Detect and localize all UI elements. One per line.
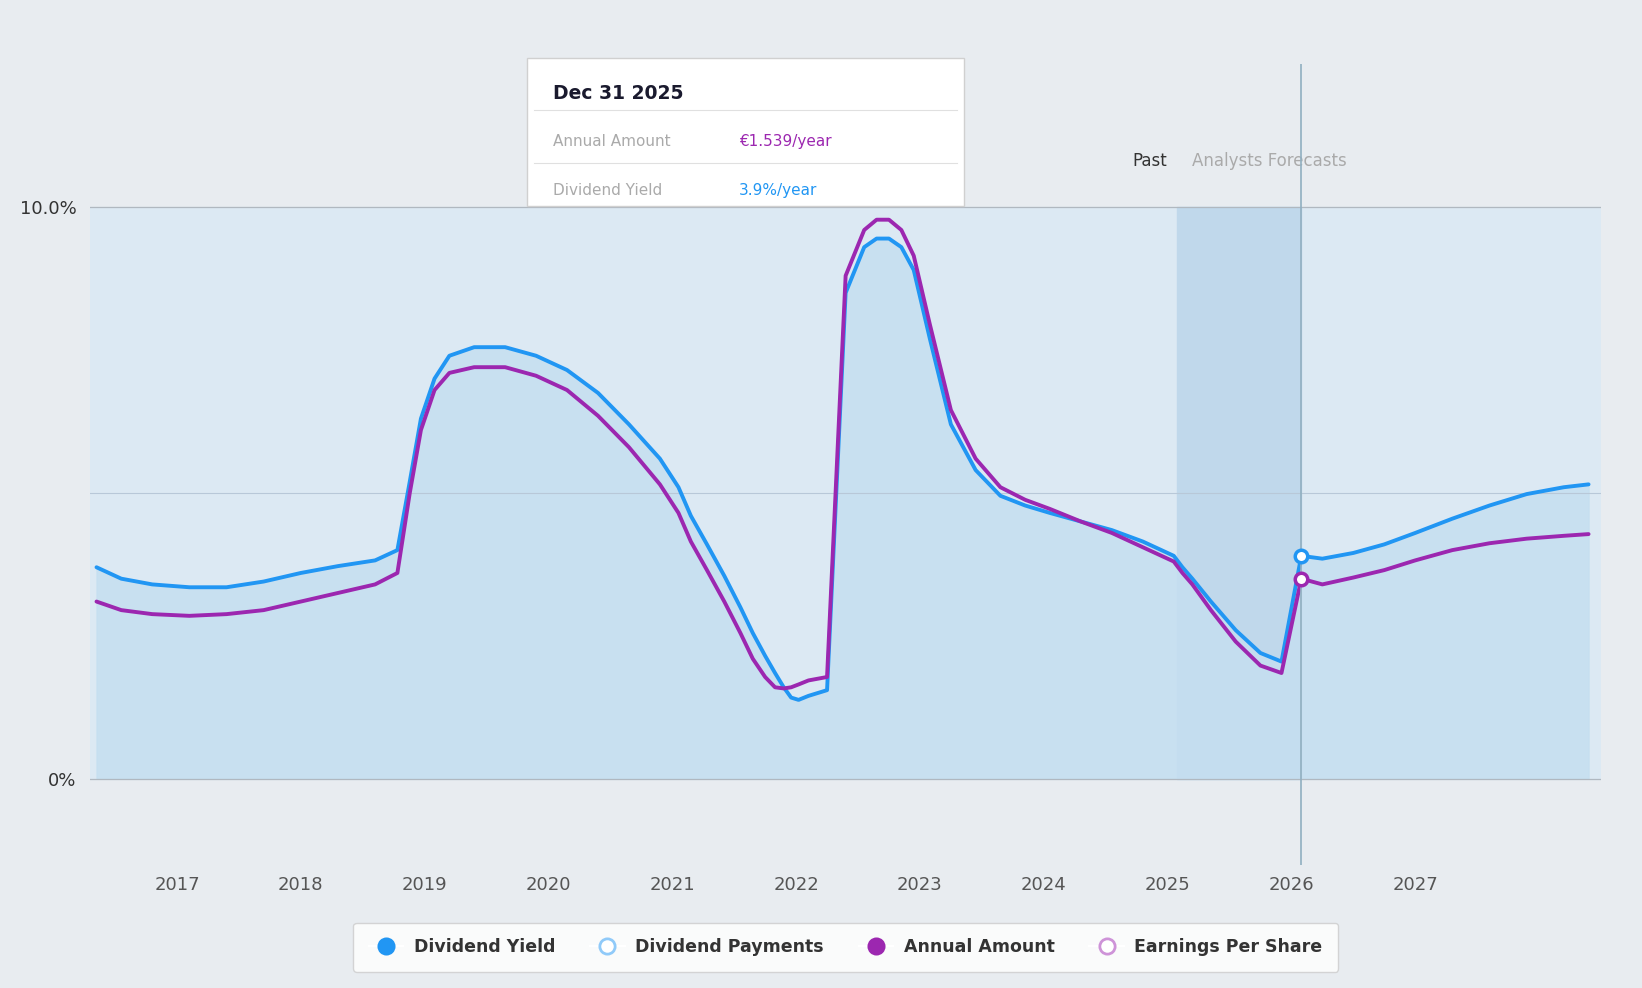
Bar: [90, 207, 1601, 779]
Text: 3.9%/year: 3.9%/year: [739, 183, 818, 199]
Legend: Dividend Yield, Dividend Payments, Annual Amount, Earnings Per Share: Dividend Yield, Dividend Payments, Annua…: [353, 923, 1338, 972]
Text: €1.539/year: €1.539/year: [739, 133, 831, 149]
Text: Past: Past: [1133, 152, 1167, 170]
Bar: [1177, 207, 1302, 779]
Text: Dividend Yield: Dividend Yield: [553, 183, 663, 199]
Text: Analysts Forecasts: Analysts Forecasts: [1192, 152, 1346, 170]
Text: Dec 31 2025: Dec 31 2025: [553, 84, 683, 103]
Text: Annual Amount: Annual Amount: [553, 133, 672, 149]
